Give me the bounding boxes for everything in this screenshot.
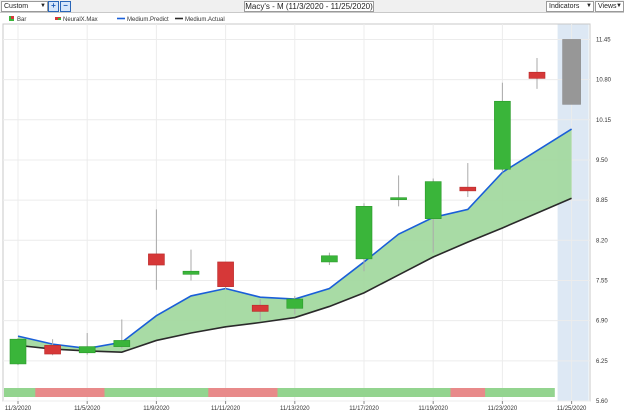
x-tick-label: 11/23/2020 bbox=[488, 406, 518, 412]
candle-body bbox=[113, 340, 131, 347]
chevron-down-icon: ▼ bbox=[616, 3, 622, 9]
candle-body bbox=[286, 298, 304, 309]
candles-group bbox=[9, 39, 581, 366]
x-tick-label: 11/5/2020 bbox=[74, 406, 101, 412]
candle-body bbox=[355, 206, 373, 260]
candle-body bbox=[494, 100, 511, 170]
candle-body bbox=[321, 255, 338, 263]
candle-body bbox=[217, 261, 234, 287]
signal-strip-segment bbox=[277, 388, 313, 397]
x-tick-label: 11/25/2020 bbox=[557, 406, 587, 412]
y-tick-label: 8.85 bbox=[596, 198, 608, 204]
x-tick-label: 11/13/2020 bbox=[280, 406, 310, 412]
y-tick-label: 6.25 bbox=[596, 359, 608, 365]
toolbar: Custom ▼ + − Macy's - M (11/3/2020 - 11/… bbox=[0, 0, 624, 13]
y-tick-label: 11.45 bbox=[596, 37, 611, 43]
x-tick-label: 11/9/2020 bbox=[143, 406, 170, 412]
candle-body bbox=[251, 304, 269, 312]
y-tick-label: 6.90 bbox=[596, 319, 608, 325]
signal-strip-segment bbox=[104, 388, 140, 397]
x-axis: 11/3/2020 11/5/2020 11/9/2020 11/11/2020 11/… bbox=[5, 401, 587, 412]
y-axis: 11.45 10.80 10.15 9.50 8.85 8.20 7.55 6.90 6.25 5… bbox=[596, 37, 612, 405]
x-tick-label: 11/19/2020 bbox=[418, 406, 448, 412]
signal-strip-segment bbox=[35, 388, 71, 397]
candle-body bbox=[459, 186, 477, 192]
chart-legend: Bar NeuralX.Max Medium.Predict Medium.Actua… bbox=[9, 16, 225, 23]
candle-body bbox=[390, 197, 407, 200]
chevron-down-icon: ▼ bbox=[586, 3, 592, 9]
preset-label: Custom bbox=[4, 3, 29, 10]
x-tick-label: 11/11/2020 bbox=[211, 406, 241, 412]
candle-body bbox=[78, 346, 96, 354]
views-label: Views bbox=[598, 3, 617, 10]
legend-label: NeuralX.Max bbox=[63, 17, 98, 23]
candle-body bbox=[562, 39, 581, 105]
candle-body bbox=[148, 253, 165, 266]
medium-actual-line bbox=[17, 197, 572, 353]
y-tick-label: 10.80 bbox=[596, 78, 612, 84]
x-tick-label: 11/17/2020 bbox=[349, 406, 379, 412]
legend-label: Medium.Actual bbox=[185, 17, 225, 23]
signal-strip-segment bbox=[4, 388, 40, 397]
y-tick-label: 9.50 bbox=[596, 158, 608, 164]
legend-bar-swatch-accent bbox=[11, 16, 14, 19]
y-tick-label: 7.55 bbox=[596, 278, 608, 284]
chart-title: Macy's - M (11/3/2020 - 11/25/2020) bbox=[244, 1, 374, 12]
indicators-label: Indicators bbox=[549, 3, 580, 10]
zoom-in-button[interactable]: + bbox=[48, 1, 59, 12]
signal-strip-segment bbox=[242, 388, 278, 397]
signal-strip-segment bbox=[450, 388, 486, 397]
indicators-dropdown[interactable]: Indicators ▼ bbox=[546, 1, 594, 12]
chevron-down-icon: ▼ bbox=[40, 3, 46, 9]
chart-grid bbox=[2, 23, 591, 402]
x-tick-label: 11/3/2020 bbox=[5, 406, 32, 412]
candle-body bbox=[424, 181, 442, 219]
signal-strip-segment bbox=[312, 388, 348, 397]
candle-body bbox=[182, 270, 200, 275]
signal-strip-segment bbox=[381, 388, 417, 397]
legend-label: Bar bbox=[17, 17, 26, 23]
candle-body bbox=[44, 345, 61, 355]
signal-strip-segment bbox=[173, 388, 209, 397]
signal-strip-segment bbox=[485, 388, 521, 397]
preset-dropdown[interactable]: Custom ▼ bbox=[1, 1, 48, 12]
signal-strip-segment bbox=[208, 388, 244, 397]
signal-strip-segment bbox=[139, 388, 175, 397]
candle-body bbox=[9, 338, 27, 365]
signal-strip bbox=[4, 388, 555, 397]
y-tick-label: 5.60 bbox=[596, 399, 608, 405]
legend-label: Medium.Predict bbox=[127, 17, 169, 23]
signal-strip-segment bbox=[415, 388, 451, 397]
zoom-out-button[interactable]: − bbox=[60, 1, 71, 12]
signal-strip-segment bbox=[346, 388, 382, 397]
signal-strip-segment bbox=[519, 388, 555, 397]
y-tick-label: 8.20 bbox=[596, 238, 608, 244]
candle-body bbox=[528, 71, 546, 79]
signal-strip-segment bbox=[69, 388, 105, 397]
legend-neuralx-swatch-accent bbox=[58, 18, 61, 20]
y-tick-label: 10.15 bbox=[596, 118, 612, 124]
